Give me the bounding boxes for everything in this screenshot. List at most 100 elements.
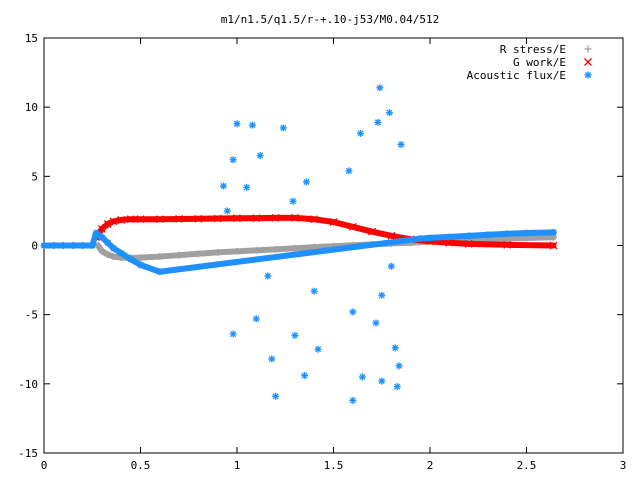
data-point — [243, 183, 251, 191]
data-point — [279, 124, 287, 132]
y-axis: -15 -10 -5 0 5 10 15 — [18, 32, 623, 460]
data-point — [104, 250, 112, 258]
data-point — [137, 261, 144, 269]
data-point — [136, 215, 145, 224]
data-point — [229, 156, 237, 164]
data-point — [329, 218, 338, 226]
data-point — [98, 247, 106, 255]
data-point — [268, 355, 276, 363]
x-tick-label: 0 — [41, 459, 48, 472]
data-point — [426, 234, 434, 242]
legend-label: R stress/E — [500, 43, 566, 56]
data-point — [445, 238, 454, 247]
data-point — [109, 253, 117, 261]
data-point — [103, 220, 112, 229]
x-tick-label: 2.5 — [517, 459, 537, 472]
data-point — [219, 182, 227, 190]
y-tick-label: 15 — [25, 32, 38, 45]
data-point — [109, 244, 117, 252]
data-point — [314, 345, 322, 353]
data-point — [387, 231, 396, 240]
data-point — [79, 242, 87, 249]
legend-label: G work/E — [513, 56, 566, 69]
data-point — [503, 230, 511, 238]
data-point — [385, 109, 393, 117]
x-tick-label: 0.5 — [131, 459, 151, 472]
legend-marker — [584, 45, 592, 53]
data-point — [391, 344, 399, 352]
data-point — [301, 372, 309, 380]
data-point — [357, 129, 365, 137]
y-tick-label: 0 — [31, 240, 38, 253]
data-point — [256, 152, 264, 160]
x-tick-label: 3 — [620, 459, 627, 472]
y-tick-label: -10 — [18, 378, 38, 391]
data-point — [248, 121, 256, 129]
data-point — [290, 213, 299, 222]
data-point — [445, 233, 453, 241]
data-point — [92, 229, 100, 237]
data-point — [395, 362, 403, 370]
series-line — [93, 214, 557, 249]
x-tick-label: 1.5 — [324, 459, 344, 472]
data-point — [378, 291, 386, 299]
legend-marker — [584, 71, 592, 79]
y-tick-label: 5 — [31, 170, 38, 183]
data-point — [387, 262, 395, 270]
x-axis: 0 0.5 1 1.5 2 2.5 3 — [41, 38, 627, 472]
data-point — [291, 244, 299, 252]
data-point — [302, 178, 310, 186]
data-point — [465, 232, 473, 240]
data-point — [233, 247, 241, 255]
data-point — [503, 240, 512, 249]
data-point — [348, 222, 357, 231]
data-point — [229, 330, 237, 338]
data-point — [117, 215, 126, 224]
data-point — [69, 242, 77, 249]
data-point — [213, 214, 222, 223]
data-point — [272, 392, 280, 400]
data-point — [88, 242, 96, 249]
data-point — [271, 213, 280, 222]
data-point — [194, 250, 202, 258]
data-point — [376, 84, 384, 92]
data-point — [264, 272, 272, 280]
data-point — [523, 229, 530, 237]
y-tick-label: -15 — [18, 447, 38, 460]
data-point — [349, 396, 357, 404]
data-point — [126, 215, 135, 224]
data-point — [252, 246, 260, 254]
data-point — [156, 268, 164, 276]
data-point — [175, 214, 184, 223]
x-tick-label: 2 — [427, 459, 434, 472]
data-point — [97, 224, 106, 233]
data-point — [393, 383, 401, 391]
series-2 — [40, 228, 558, 276]
series-3 — [219, 84, 405, 404]
data-point — [368, 227, 377, 236]
data-point — [289, 197, 297, 205]
data-point — [40, 242, 48, 249]
series-layer — [40, 84, 558, 404]
x-tick-label: 1 — [234, 459, 241, 472]
series-line — [41, 229, 557, 275]
y-tick-label: 10 — [25, 101, 38, 114]
data-point — [127, 255, 135, 263]
data-point — [137, 254, 144, 262]
legend-marker — [584, 58, 592, 66]
data-point — [233, 120, 241, 128]
data-point — [252, 315, 260, 323]
data-point — [416, 235, 424, 243]
data-point — [117, 249, 125, 257]
data-point — [550, 228, 558, 236]
data-point — [484, 231, 492, 239]
data-point — [104, 239, 112, 247]
data-point — [50, 242, 58, 249]
data-point — [272, 245, 280, 253]
data-point — [378, 377, 386, 385]
data-point — [310, 215, 319, 224]
data-point — [374, 118, 382, 126]
data-point — [109, 217, 118, 226]
data-point — [223, 207, 231, 215]
